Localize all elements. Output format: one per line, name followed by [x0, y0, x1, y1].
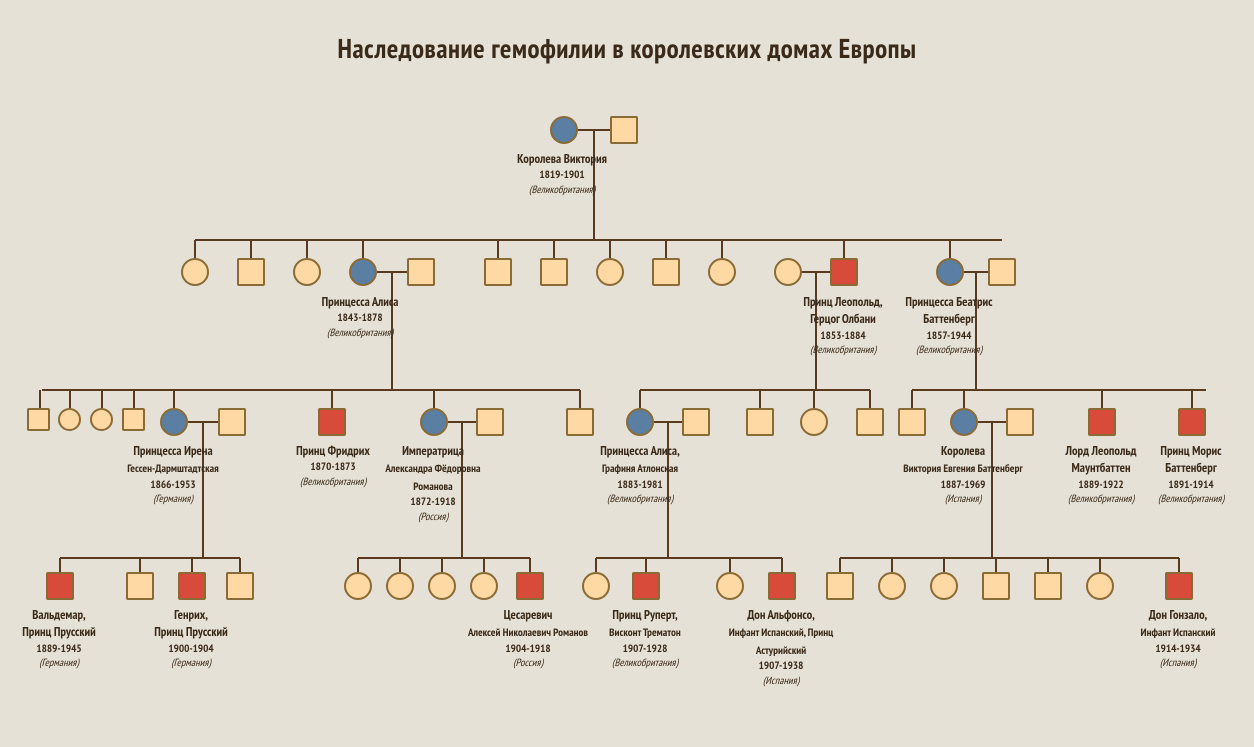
- pedigree-node: [344, 572, 372, 600]
- pedigree-node: [746, 408, 774, 436]
- pedigree-node: [830, 258, 858, 286]
- pedigree-node: [800, 408, 828, 436]
- pedigree-node: [1086, 572, 1114, 600]
- pedigree-node: [682, 408, 710, 436]
- pedigree-node: [90, 408, 113, 431]
- pedigree-node: [550, 116, 578, 144]
- pedigree-node: [708, 258, 736, 286]
- pedigree-node: [178, 572, 206, 600]
- pedigree-node: [46, 572, 74, 600]
- pedigree-node: [950, 408, 978, 436]
- node-label: ЦесаревичАлексей Николаевич Романов1904-…: [458, 606, 598, 669]
- pedigree-node: [349, 258, 377, 286]
- pedigree-node: [470, 572, 498, 600]
- pedigree-node: [898, 408, 926, 436]
- pedigree-node: [1006, 408, 1034, 436]
- diagram-title: Наследование гемофилии в королевских дом…: [0, 32, 1254, 66]
- pedigree-node: [58, 408, 81, 431]
- node-label: Принц Руперт,Висконт Трематон1907-1928(В…: [582, 606, 708, 669]
- pedigree-node: [982, 572, 1010, 600]
- pedigree-node: [1178, 408, 1206, 436]
- pedigree-node: [218, 408, 246, 436]
- pedigree-node: [652, 258, 680, 286]
- pedigree-node: [566, 408, 594, 436]
- pedigree-node: [596, 258, 624, 286]
- pedigree-node: [293, 258, 321, 286]
- pedigree-node: [318, 408, 346, 436]
- pedigree-node: [428, 572, 456, 600]
- pedigree-node: [936, 258, 964, 286]
- pedigree-node: [930, 572, 958, 600]
- pedigree-node: [386, 572, 414, 600]
- node-label: Принц Леопольд,Герцог Олбани1853-1884(Ве…: [788, 293, 898, 356]
- pedigree-node: [407, 258, 435, 286]
- node-label: Вальдемар,Принц Прусский1889-1945(Герман…: [4, 606, 114, 669]
- pedigree-node: [126, 572, 154, 600]
- pedigree-node: [226, 572, 254, 600]
- pedigree-node: [540, 258, 568, 286]
- pedigree-node: [610, 116, 638, 144]
- pedigree-node: [181, 258, 209, 286]
- node-label: Принцесса Беатрис Баттенберг1857-1944(Ве…: [894, 293, 1004, 356]
- pedigree-node: [1088, 408, 1116, 436]
- pedigree-node: [626, 408, 654, 436]
- node-label: Королева Виктория1819-1901(Великобритани…: [492, 150, 632, 195]
- pedigree-node: [237, 258, 265, 286]
- pedigree-node: [27, 408, 50, 431]
- pedigree-node: [582, 572, 610, 600]
- pedigree-node: [632, 572, 660, 600]
- pedigree-node: [878, 572, 906, 600]
- pedigree-node: [768, 572, 796, 600]
- node-label: Принцесса ИренаГессен-Дармштадтская1866-…: [112, 442, 234, 505]
- node-label: Принцесса Алиса,Графиня Атлонская1883-19…: [576, 442, 704, 505]
- pedigree-node: [856, 408, 884, 436]
- pedigree-node: [826, 572, 854, 600]
- node-label: Генрих,Принц Прусский1900-1904(Германия): [132, 606, 250, 669]
- pedigree-node: [516, 572, 544, 600]
- pedigree-node: [1165, 572, 1193, 600]
- pedigree-node: [420, 408, 448, 436]
- pedigree-node: [122, 408, 145, 431]
- node-label: ИмператрицаАлександра Фёдоровна Романова…: [368, 442, 498, 522]
- node-label: КоролеваВиктория Евгения Баттенберг1887-…: [896, 442, 1030, 505]
- pedigree-node: [716, 572, 744, 600]
- node-label: Принцесса Алиса1843-1878(Великобритания): [300, 293, 420, 338]
- pedigree-node: [774, 258, 802, 286]
- pedigree-node: [160, 408, 188, 436]
- node-label: Дон Гонзало,Инфант Испанский1914-1934(Ис…: [1108, 606, 1248, 669]
- pedigree-node: [1034, 572, 1062, 600]
- node-label: Принц Морис Баттенберг1891-1914(Великобр…: [1134, 442, 1248, 505]
- pedigree-node: [988, 258, 1016, 286]
- pedigree-node: [484, 258, 512, 286]
- node-label: Дон Альфонсо,Инфант Испанский, Принц Аст…: [706, 606, 856, 686]
- pedigree-node: [476, 408, 504, 436]
